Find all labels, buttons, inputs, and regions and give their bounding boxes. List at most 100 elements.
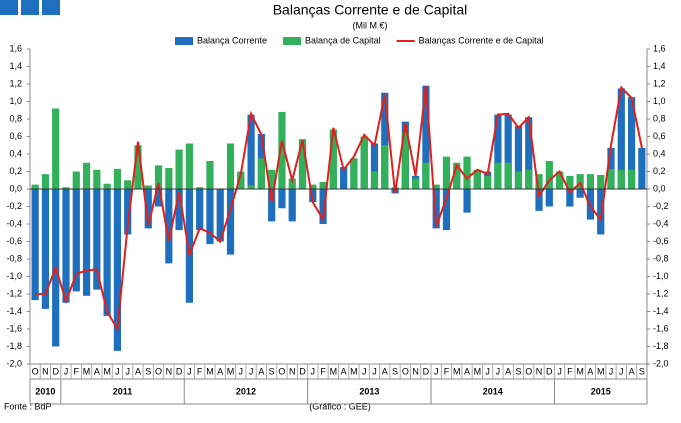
bar <box>72 189 80 292</box>
y2-tick-label: -1,8 <box>653 341 669 351</box>
x-tick-label: M <box>474 366 482 376</box>
bar <box>124 189 132 235</box>
bar <box>525 169 533 189</box>
bar <box>206 189 214 245</box>
bar <box>185 189 193 303</box>
bar <box>93 169 101 189</box>
bar <box>617 169 625 189</box>
bar <box>144 185 152 189</box>
bar <box>216 189 224 242</box>
x-tick-label: J <box>362 366 367 376</box>
bar <box>607 168 615 189</box>
bar <box>494 162 502 189</box>
x-tick-label: J <box>64 366 69 376</box>
bar <box>175 149 183 189</box>
chart-subtitle: (Mil M €) <box>353 20 388 30</box>
bar <box>576 189 584 198</box>
y-tick-label: -1,6 <box>6 323 22 333</box>
bar <box>555 171 564 189</box>
bar <box>268 169 276 189</box>
y2-tick-label: 1,2 <box>653 78 666 88</box>
bar <box>226 143 235 189</box>
legend-swatch <box>175 37 193 45</box>
x-tick-label: S <box>515 366 521 376</box>
bar <box>586 174 595 189</box>
y2-tick-label: -1,4 <box>653 306 669 316</box>
bar <box>566 189 574 207</box>
x-tick-label: O <box>155 366 162 376</box>
bar <box>473 169 481 189</box>
bar <box>62 187 70 189</box>
y-tick-label: -1,2 <box>6 288 22 298</box>
bar <box>82 189 91 296</box>
bar <box>144 189 152 229</box>
x-tick-label: M <box>206 366 214 376</box>
x-tick-label: J <box>187 366 192 376</box>
y-tick-label: 0,8 <box>9 113 22 123</box>
logo-square <box>21 0 39 15</box>
source: Fonte : BdP <box>4 401 52 411</box>
bar <box>381 145 389 189</box>
x-tick-label: M <box>83 366 91 376</box>
y2-tick-label: -1,6 <box>653 323 669 333</box>
x-tick-label: F <box>74 366 80 376</box>
y2-tick-label: 1,0 <box>653 96 666 106</box>
y2-tick-label: -0,4 <box>653 218 669 228</box>
y-tick-label: -0,8 <box>6 253 22 263</box>
bar <box>627 169 636 189</box>
x-tick-label: J <box>619 366 624 376</box>
bar <box>103 189 111 316</box>
y-tick-label: 0,4 <box>9 148 22 158</box>
x-tick-label: O <box>32 366 39 376</box>
bar <box>545 189 553 207</box>
y2-tick-label: -2,0 <box>653 358 669 368</box>
y2-tick-label: 1,6 <box>653 43 666 53</box>
bar <box>154 165 163 189</box>
y-tick-label: 0,2 <box>9 166 22 176</box>
logo-square <box>0 0 18 15</box>
y-tick-label: 1,0 <box>9 96 22 106</box>
y2-tick-label: 0,4 <box>653 148 666 158</box>
bar <box>442 189 451 231</box>
y-tick-label: 1,2 <box>9 78 22 88</box>
x-tick-label: S <box>145 366 151 376</box>
bar <box>340 167 348 189</box>
year-label: 2014 <box>483 386 503 396</box>
bar <box>463 156 471 189</box>
x-tick-label: J <box>496 366 501 376</box>
y-tick-label: 1,4 <box>9 61 22 71</box>
x-tick-label: J <box>239 366 244 376</box>
bar <box>93 189 101 290</box>
x-tick-label: J <box>609 366 614 376</box>
bar <box>103 183 111 189</box>
y2-tick-label: 1,4 <box>653 61 666 71</box>
legend-label: Balança de Capital <box>305 35 381 45</box>
bar <box>494 114 502 189</box>
x-tick-label: N <box>536 366 543 376</box>
x-tick-label: A <box>505 366 511 376</box>
y2-tick-label: -0,6 <box>653 236 669 246</box>
bar <box>627 97 636 189</box>
bar <box>31 189 39 301</box>
bar <box>545 161 553 189</box>
x-tick-label: D <box>423 366 430 376</box>
x-tick-label: A <box>94 366 100 376</box>
bar <box>41 174 50 189</box>
x-tick-label: A <box>341 366 347 376</box>
x-tick-label: M <box>350 366 358 376</box>
bar <box>278 189 286 209</box>
bar <box>52 108 60 189</box>
x-tick-label: F <box>567 366 573 376</box>
bar <box>638 147 646 189</box>
bar <box>247 114 255 189</box>
bar <box>82 162 91 189</box>
x-tick-label: J <box>125 366 130 376</box>
x-tick-label: N <box>42 366 49 376</box>
x-tick-label: J <box>372 366 377 376</box>
bar <box>514 171 523 189</box>
bar <box>165 189 173 264</box>
y-tick-label: -1,0 <box>6 271 22 281</box>
y-tick-label: -0,4 <box>6 218 22 228</box>
x-tick-label: A <box>135 366 141 376</box>
x-tick-label: J <box>434 366 439 376</box>
